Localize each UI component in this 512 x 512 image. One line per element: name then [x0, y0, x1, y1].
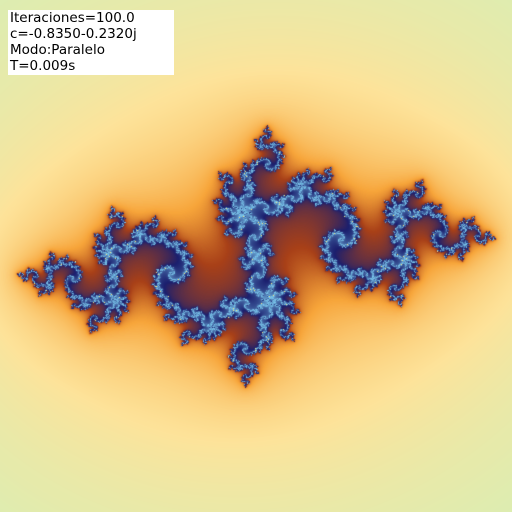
mode-label: Modo:Paralelo [10, 42, 105, 58]
render-time-label: T=0.009s [10, 58, 76, 74]
iterations-label: Iteraciones=100.0 [10, 10, 135, 26]
c-parameter-label: c=-0.8350-0.2320j [10, 26, 137, 42]
info-overlay: Iteraciones=100.0 c=-0.8350-0.2320j Modo… [8, 10, 174, 75]
